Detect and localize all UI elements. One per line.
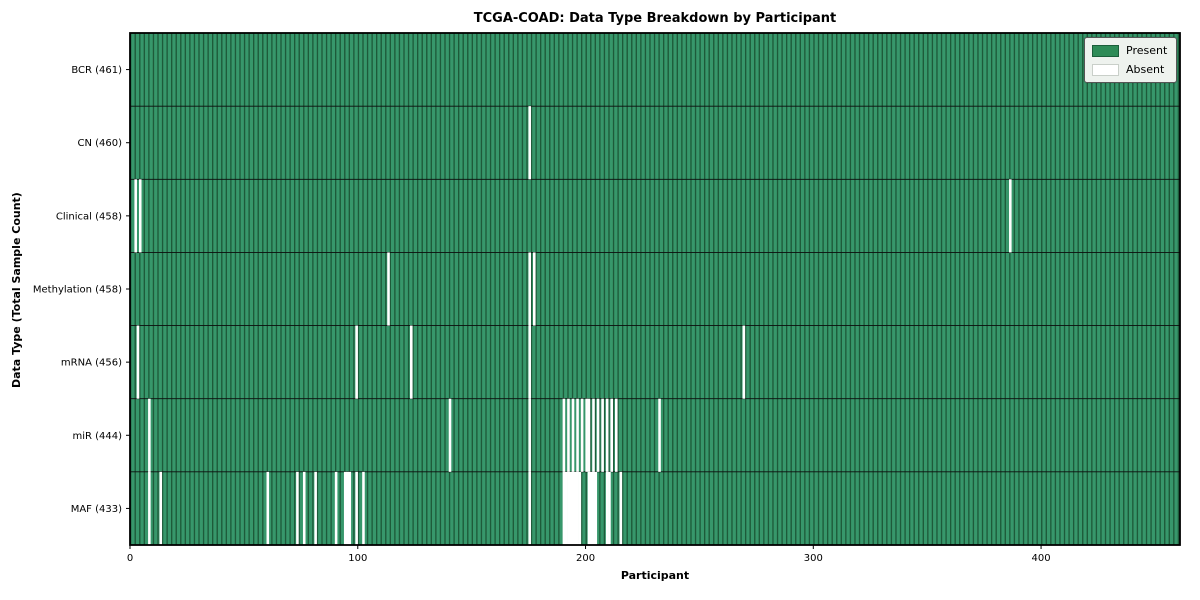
absent-mark xyxy=(658,398,661,472)
legend-absent-label: Absent xyxy=(1126,63,1165,76)
absent-mark xyxy=(592,471,595,545)
legend-present-swatch-icon xyxy=(1092,44,1119,57)
x-tick-label: 300 xyxy=(804,553,823,564)
absent-mark xyxy=(134,179,137,253)
absent-mark xyxy=(576,398,579,472)
absent-mark xyxy=(532,252,536,326)
absent-mark xyxy=(528,325,532,399)
row-band-mir xyxy=(130,398,1180,472)
absent-mark xyxy=(608,471,611,545)
absent-mark xyxy=(578,471,582,545)
y-tick-label: Clinical (458) xyxy=(56,211,122,222)
absent-mark xyxy=(596,398,600,472)
absent-mark xyxy=(576,471,579,545)
row-band-cn xyxy=(130,106,1180,180)
absent-mark xyxy=(346,471,349,545)
absent-mark xyxy=(348,471,352,545)
absent-mark xyxy=(314,471,317,545)
absent-mark xyxy=(564,471,568,545)
absent-mark xyxy=(302,471,306,545)
absent-mark xyxy=(592,398,595,472)
legend-item-present: Present xyxy=(1092,44,1167,57)
absent-mark xyxy=(601,398,604,472)
absent-mark xyxy=(605,471,609,545)
absent-mark xyxy=(362,471,365,545)
absent-mark xyxy=(571,398,575,472)
absent-mark xyxy=(742,325,746,399)
absent-mark xyxy=(619,471,623,545)
x-tick-label: 200 xyxy=(576,553,595,564)
absent-mark xyxy=(610,398,614,472)
absent-mark xyxy=(387,252,390,326)
plot-frame xyxy=(129,32,1181,546)
absent-mark xyxy=(589,471,593,545)
absent-mark xyxy=(614,398,618,472)
x-tick-label: 400 xyxy=(1032,553,1051,564)
absent-mark xyxy=(296,471,299,545)
legend-item-absent: Absent xyxy=(1092,63,1167,76)
absent-mark xyxy=(528,106,532,180)
y-tick-label: Methylation (458) xyxy=(33,285,122,296)
row-band-maf xyxy=(130,471,1180,545)
y-tick-label: CN (460) xyxy=(77,138,122,149)
absent-mark xyxy=(562,398,566,472)
y-tick-label: miR (444) xyxy=(72,431,122,442)
y-tick-label: MAF (433) xyxy=(71,504,122,515)
absent-mark xyxy=(567,398,570,472)
row-band-clinical xyxy=(130,179,1180,253)
absent-mark xyxy=(528,252,532,326)
absent-mark xyxy=(562,471,566,545)
absent-mark xyxy=(580,398,584,472)
legend: Present Absent xyxy=(1084,37,1178,83)
absent-mark xyxy=(448,398,452,472)
absent-mark xyxy=(528,398,532,472)
absent-mark xyxy=(355,471,358,545)
absent-mark xyxy=(266,471,270,545)
row-band-methylation xyxy=(130,252,1180,326)
row-band-mrna xyxy=(130,325,1180,399)
absent-mark xyxy=(343,471,347,545)
absent-mark xyxy=(334,471,338,545)
absent-mark xyxy=(528,471,532,545)
absent-mark xyxy=(585,398,588,472)
absent-mark xyxy=(573,471,577,545)
legend-absent-swatch-icon xyxy=(1092,63,1119,76)
absent-mark xyxy=(587,471,591,545)
x-tick-label: 0 xyxy=(127,553,133,564)
absent-mark xyxy=(567,471,570,545)
absent-mark xyxy=(148,398,151,472)
absent-mark xyxy=(159,471,163,545)
absent-mark xyxy=(410,325,413,399)
absent-mark xyxy=(594,471,598,545)
legend-present-label: Present xyxy=(1126,44,1168,57)
chart-title: TCGA-COAD: Data Type Breakdown by Partic… xyxy=(473,11,837,26)
x-tick-label: 100 xyxy=(348,553,367,564)
absent-mark xyxy=(587,398,591,472)
y-tick-label: BCR (461) xyxy=(71,65,122,76)
y-tick-label: mRNA (456) xyxy=(61,358,122,369)
absent-mark xyxy=(605,398,609,472)
absent-mark xyxy=(569,471,573,545)
absent-mark xyxy=(136,325,140,399)
row-band-bcr xyxy=(130,33,1180,107)
absent-mark xyxy=(355,325,358,399)
absent-mark xyxy=(571,471,575,545)
x-axis-label: Participant xyxy=(620,569,690,582)
absent-mark xyxy=(1009,179,1012,253)
absent-mark xyxy=(138,179,142,253)
absent-mark xyxy=(148,471,151,545)
